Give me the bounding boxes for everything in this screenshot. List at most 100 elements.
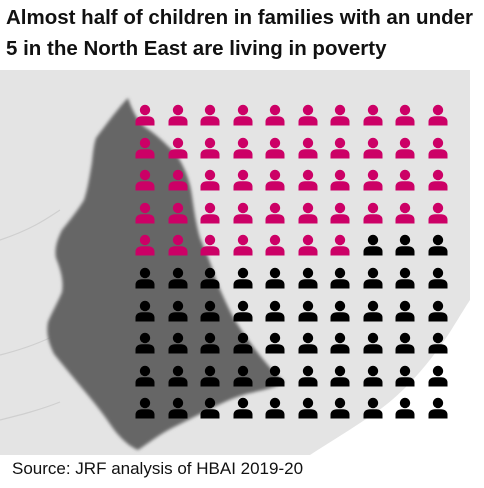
person-icon (168, 104, 187, 126)
person-icon (428, 137, 447, 159)
person-icon (298, 267, 317, 289)
person-icon (200, 398, 220, 419)
waffle-chart (134, 104, 470, 434)
person-icon (200, 202, 220, 224)
person-icon (135, 332, 155, 354)
person-icon (428, 104, 447, 126)
person-icon (135, 398, 155, 419)
person-icon (330, 332, 350, 354)
chart-title: Almost half of children in families with… (6, 6, 473, 60)
person-icon (200, 169, 220, 191)
person-icon (233, 398, 252, 419)
person-icon (395, 365, 415, 387)
person-icon (428, 202, 447, 224)
person-icon (265, 365, 285, 387)
person-icon (168, 137, 187, 159)
person-icon (363, 202, 382, 224)
person-icon (298, 398, 317, 419)
person-icon (330, 398, 350, 419)
person-icon (233, 235, 252, 256)
person-icon (135, 202, 155, 224)
person-icon (200, 235, 220, 256)
person-icon (428, 235, 447, 256)
person-icon (395, 202, 415, 224)
person-icon (363, 365, 382, 387)
person-icon (200, 300, 220, 322)
person-icon (200, 137, 220, 159)
person-icon (265, 332, 285, 354)
source-note: Source: JRF analysis of HBAI 2019-20 (12, 459, 304, 478)
person-icon (168, 235, 187, 256)
person-icon (330, 365, 350, 387)
person-icon (233, 104, 252, 126)
person-icon (135, 137, 155, 159)
person-icon (135, 104, 155, 126)
person-icon (168, 267, 187, 289)
person-icon (330, 267, 350, 289)
person-icon (265, 104, 285, 126)
person-icon (428, 332, 447, 354)
person-icon (168, 332, 187, 354)
person-icon (363, 300, 382, 322)
person-icon (135, 235, 155, 256)
person-icon (363, 267, 382, 289)
person-icon (298, 235, 317, 256)
person-icon (395, 137, 415, 159)
person-icon (135, 169, 155, 191)
person-icon (363, 398, 382, 419)
person-icon (330, 300, 350, 322)
person-icon (233, 365, 252, 387)
person-icon (298, 104, 317, 126)
person-icon (233, 137, 252, 159)
person-icon (135, 267, 155, 289)
person-icon (265, 169, 285, 191)
person-icon (168, 300, 187, 322)
person-icon (395, 300, 415, 322)
person-icon (265, 398, 285, 419)
person-icon (395, 235, 415, 256)
person-icon (168, 365, 187, 387)
person-icon (298, 137, 317, 159)
person-icon (330, 202, 350, 224)
person-icon (265, 235, 285, 256)
person-icon (428, 300, 447, 322)
person-icon (363, 137, 382, 159)
person-icon (428, 267, 447, 289)
person-icon (395, 169, 415, 191)
person-icon (395, 332, 415, 354)
person-icon (168, 169, 187, 191)
person-icon (330, 137, 350, 159)
person-icon (298, 332, 317, 354)
person-icon (135, 365, 155, 387)
person-icon (135, 300, 155, 322)
person-icon (265, 137, 285, 159)
person-icon (233, 267, 252, 289)
person-icon (200, 365, 220, 387)
person-icon (330, 169, 350, 191)
person-icon (363, 332, 382, 354)
person-icon (200, 104, 220, 126)
person-icon (395, 267, 415, 289)
person-icon (395, 104, 415, 126)
person-icon (363, 169, 382, 191)
person-icon (428, 169, 447, 191)
person-icon (330, 235, 350, 256)
person-icon (265, 267, 285, 289)
person-icon (233, 300, 252, 322)
person-icon (168, 202, 187, 224)
person-icon (428, 398, 447, 419)
person-icon (233, 332, 252, 354)
person-icon (363, 104, 382, 126)
person-icon (298, 169, 317, 191)
person-icon (363, 235, 382, 256)
person-icon (265, 202, 285, 224)
person-icon (330, 104, 350, 126)
person-icon (298, 300, 317, 322)
person-icon (428, 365, 447, 387)
person-icon (265, 300, 285, 322)
person-icon (200, 332, 220, 354)
person-icon (168, 398, 187, 419)
person-icon (233, 202, 252, 224)
person-icon (298, 365, 317, 387)
north-east-region (47, 98, 284, 450)
